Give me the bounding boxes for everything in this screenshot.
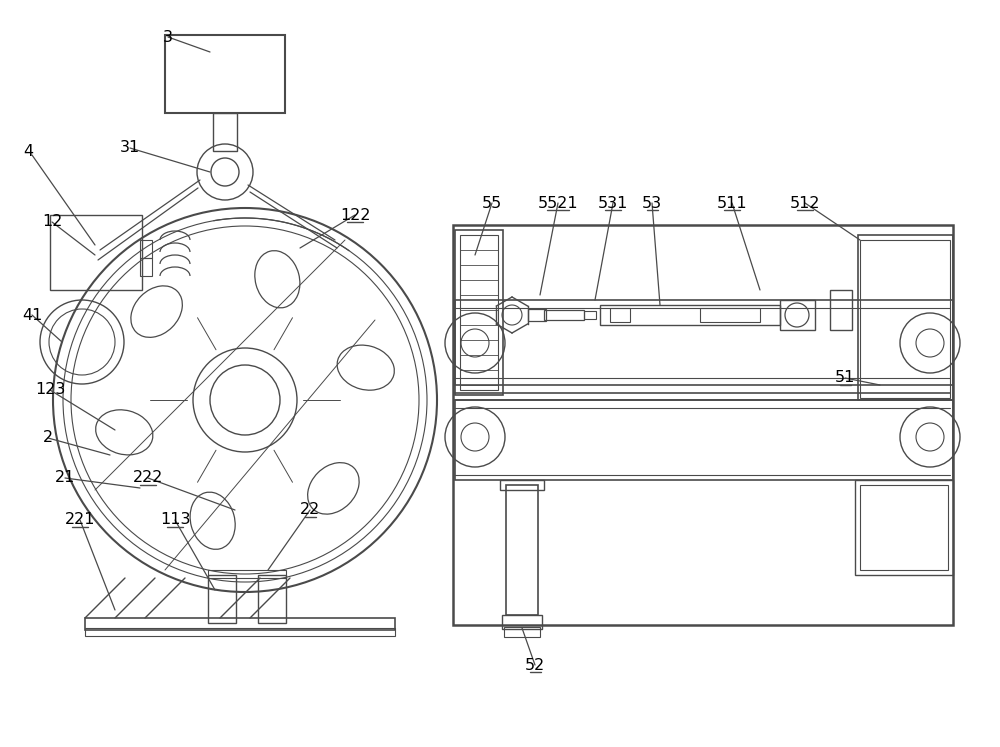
Text: 2: 2 — [43, 430, 53, 445]
Bar — [528, 309, 546, 321]
Bar — [208, 575, 236, 623]
Text: 52: 52 — [525, 657, 545, 672]
Text: 5521: 5521 — [538, 196, 578, 211]
Text: 55: 55 — [482, 196, 502, 211]
Bar — [780, 300, 815, 330]
Text: 531: 531 — [598, 196, 628, 211]
Bar — [165, 35, 285, 113]
Text: 51: 51 — [835, 371, 855, 385]
Bar — [506, 485, 538, 615]
Text: 53: 53 — [642, 196, 662, 211]
Bar — [455, 300, 953, 385]
Bar — [455, 400, 953, 480]
Bar — [453, 225, 953, 625]
Bar — [502, 615, 542, 629]
Bar — [504, 627, 540, 637]
Text: 512: 512 — [790, 196, 820, 211]
Text: 12: 12 — [42, 214, 62, 229]
Bar — [208, 570, 286, 578]
Bar — [140, 258, 152, 276]
Bar — [258, 575, 286, 623]
Text: 222: 222 — [133, 471, 163, 486]
Bar — [500, 480, 544, 490]
Bar — [610, 308, 630, 322]
Bar — [455, 230, 503, 395]
Text: 21: 21 — [55, 471, 75, 486]
Text: 22: 22 — [300, 503, 320, 518]
Bar — [85, 618, 395, 630]
Bar — [85, 628, 395, 636]
Bar — [600, 305, 780, 325]
Bar — [858, 235, 953, 400]
Text: 31: 31 — [120, 140, 140, 155]
Bar — [860, 240, 950, 398]
Bar — [544, 310, 584, 320]
Bar — [460, 235, 498, 390]
Bar — [584, 311, 596, 319]
Bar — [700, 308, 760, 322]
Bar — [860, 485, 948, 570]
Text: 4: 4 — [23, 144, 33, 160]
Text: 123: 123 — [35, 382, 65, 397]
Text: 221: 221 — [65, 512, 95, 527]
Text: 113: 113 — [160, 512, 190, 527]
Bar — [50, 215, 142, 290]
Bar — [830, 290, 852, 330]
Bar — [140, 240, 152, 258]
Text: 41: 41 — [22, 308, 42, 323]
Text: 511: 511 — [717, 196, 747, 211]
Text: 3: 3 — [163, 29, 173, 45]
Bar — [855, 480, 953, 575]
Bar — [213, 113, 237, 151]
Text: 122: 122 — [340, 208, 370, 223]
